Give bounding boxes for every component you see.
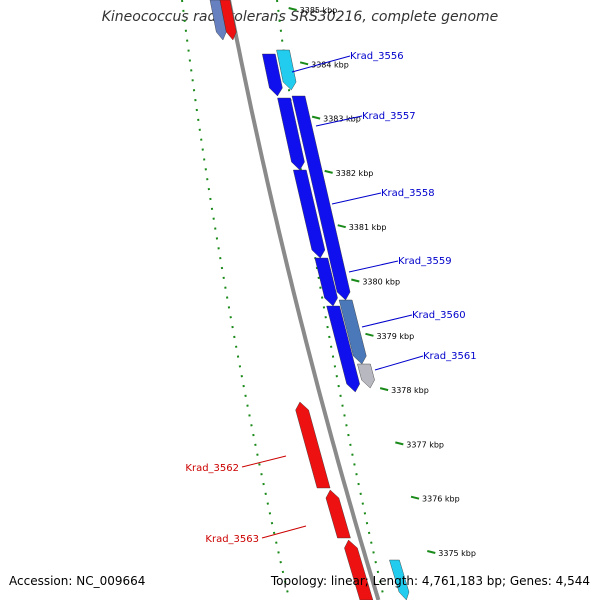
gene-label-leader	[241, 455, 287, 468]
tick-label: 3385 kbp	[300, 6, 338, 15]
gene-label-leader	[361, 314, 413, 328]
gene-krad-3556[interactable]	[262, 53, 283, 97]
gene-krad-3560[interactable]	[338, 299, 367, 365]
gene-top-partial-a[interactable]	[209, 0, 227, 41]
left-dotted-track	[181, 0, 291, 600]
tick-mark	[379, 387, 389, 392]
gene-krad-3561[interactable]	[326, 305, 360, 393]
tick-label: 3375 kbp	[438, 549, 476, 558]
map-title: Kineococcus radiotolerans SRS30216, comp…	[101, 9, 499, 25]
gene-krad-3562[interactable]	[295, 401, 331, 489]
genome-backbone	[227, 0, 381, 600]
gene-krad-3561-b[interactable]	[357, 363, 375, 389]
gene-bottom-partial[interactable]	[389, 559, 410, 600]
gene-label[interactable]: Krad_3559	[398, 256, 452, 267]
tick-mark	[324, 169, 333, 174]
gene-label-leader	[348, 260, 399, 273]
tick-label: 3376 kbp	[422, 495, 460, 504]
gene-label[interactable]: Krad_3562	[185, 463, 239, 474]
gene-label-leader	[374, 355, 424, 371]
gene-label[interactable]: Krad_3561	[423, 351, 477, 362]
gene-label-leader	[331, 192, 382, 205]
tick-label: 3379 kbp	[376, 332, 414, 341]
tick-mark	[351, 278, 360, 283]
gene-label-leader	[315, 115, 363, 127]
gene-krad-3557[interactable]	[277, 97, 305, 171]
tick-mark	[337, 224, 346, 229]
tick-label: 3384 kbp	[311, 60, 349, 69]
topology-text: Topology: linear; Length: 4,761,183 bp; …	[270, 574, 590, 588]
gene-krad-3557-b[interactable]	[293, 169, 326, 259]
gene-krad-3556-b[interactable]	[276, 49, 297, 91]
gene-label-leader	[261, 525, 307, 539]
tick-label: 3381 kbp	[349, 223, 387, 232]
tick-mark	[311, 115, 321, 120]
tick-label: 3378 kbp	[391, 386, 429, 395]
tick-mark	[299, 61, 309, 66]
gene-top-partial-b[interactable]	[219, 0, 237, 41]
tick-label: 3382 kbp	[336, 169, 374, 178]
gene-label[interactable]: Krad_3560	[412, 310, 466, 321]
tick-label: 3377 kbp	[406, 440, 444, 449]
gene-krad-3558[interactable]	[291, 95, 351, 301]
tick-mark	[427, 550, 436, 554]
tick-mark	[288, 7, 297, 11]
gene-label[interactable]: Krad_3556	[350, 51, 404, 62]
gene-krad-3563[interactable]	[325, 489, 351, 539]
gene-krad-3564[interactable]	[344, 539, 374, 600]
tick-label: 3380 kbp	[362, 278, 400, 287]
gene-krad-3559[interactable]	[314, 257, 338, 307]
tick-label: 3383 kbp	[323, 115, 361, 124]
gene-label[interactable]: Krad_3558	[381, 188, 435, 199]
tick-mark	[395, 441, 404, 446]
tick-mark	[410, 495, 420, 500]
gene-label-leader	[291, 55, 351, 73]
gene-label[interactable]: Krad_3563	[205, 534, 259, 545]
tick-mark	[365, 332, 374, 337]
gene-label[interactable]: Krad_3557	[362, 111, 416, 122]
accession-text: Accession: NC_009664	[9, 574, 146, 588]
